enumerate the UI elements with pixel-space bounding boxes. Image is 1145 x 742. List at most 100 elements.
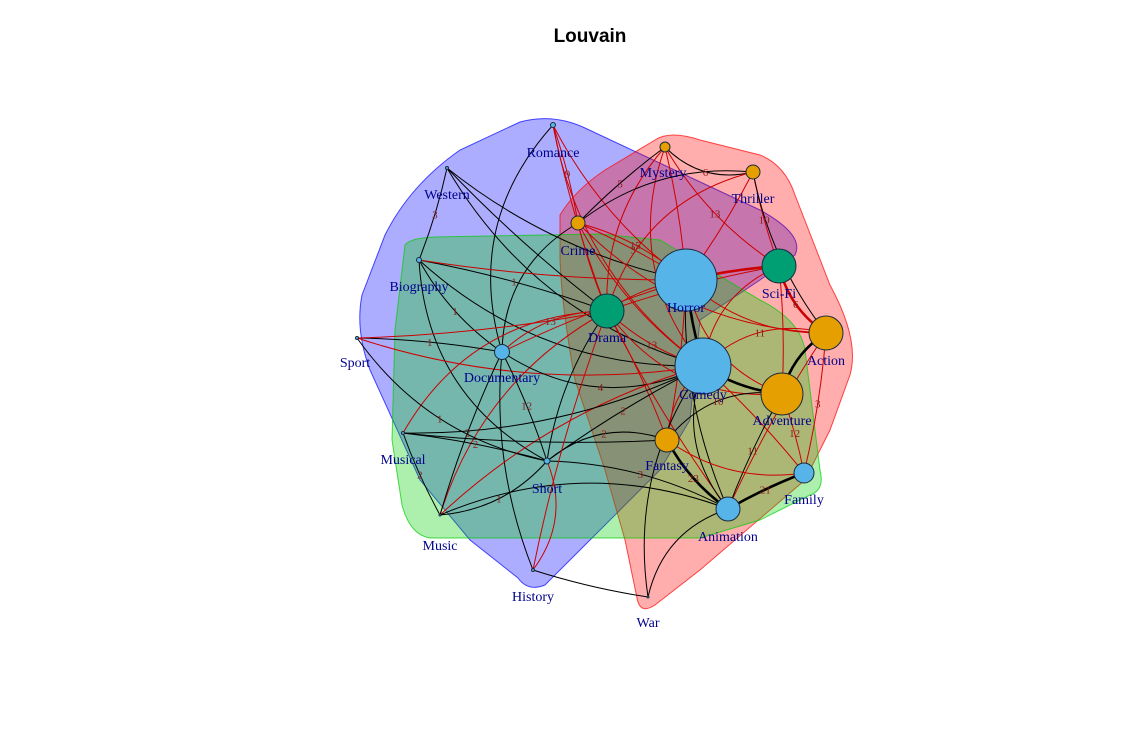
node-label-animation: Animation (698, 530, 758, 545)
edge-weight-label: 2 (620, 405, 626, 417)
edge-history-short (532, 460, 557, 571)
edge-weight-label: 13 (646, 339, 658, 351)
edge-animation-music (439, 482, 729, 516)
edge-biography-documentary (418, 259, 503, 353)
node-documentary (494, 344, 510, 360)
edge-weight-label: 4 (598, 382, 604, 394)
edge-romance-documentary (490, 124, 554, 353)
edge-biography-short (418, 259, 548, 462)
edge-weight-label: 3 (815, 398, 821, 410)
node-music (438, 513, 442, 517)
edge-weight-label: 5 (617, 178, 623, 190)
edge-history-war (532, 569, 649, 598)
edge-weight-label: 2 (601, 429, 607, 441)
node-crime (570, 215, 586, 231)
node-adventure (760, 372, 804, 416)
edge-action-animation (727, 332, 827, 510)
node-romance (550, 122, 556, 128)
node-label-history: History (512, 590, 554, 605)
edge-weight-label: 1 (452, 306, 458, 318)
edge-drama-music (439, 310, 608, 516)
edge-weight-label: 6 (793, 299, 799, 311)
edge-weight-label: 1 (427, 337, 433, 349)
edge-biography-drama (418, 259, 608, 312)
edge-weight-label: 13 (709, 208, 721, 220)
node-label-family: Family (784, 493, 824, 508)
edge-biography-horror (418, 259, 687, 281)
node-action (808, 315, 844, 351)
node-label-western: Western (424, 188, 470, 203)
edge-drama-musical (402, 310, 608, 434)
edge-western-comedy (446, 167, 704, 367)
edge-fantasy-musical (402, 432, 668, 443)
node-label-action: Action (807, 354, 845, 369)
edge-sport-short (356, 337, 548, 462)
node-drama (589, 293, 625, 329)
node-musical (401, 431, 405, 435)
node-label-drama: Drama (588, 331, 627, 346)
edge-musical-short (402, 432, 548, 462)
node-label-biography: Biography (389, 280, 448, 295)
node-label-adventure: Adventure (752, 414, 811, 429)
edge-weight-label: 15 (630, 240, 642, 252)
node-label-comedy: Comedy (679, 388, 726, 403)
edge-fantasy-family (666, 439, 805, 476)
node-thriller (745, 164, 761, 180)
node-label-musical: Musical (380, 453, 425, 468)
edge-mystery-crime (577, 146, 666, 224)
edge-weight-label: 2 (465, 427, 471, 439)
edge-music-short (439, 460, 548, 516)
edge-weight-label: 1 (437, 414, 443, 426)
edge-documentary-music (439, 351, 503, 516)
node-short (543, 457, 551, 465)
edge-animation-short (546, 460, 729, 510)
edge-sport-comedy (356, 337, 704, 376)
edge-mystery-drama (606, 146, 666, 312)
edge-crime-documentary (501, 222, 579, 353)
node-scifi (761, 248, 797, 284)
node-sport (355, 336, 359, 340)
edge-weight-label: 3 (630, 244, 636, 256)
node-animation (715, 496, 741, 522)
node-fantasy (654, 427, 680, 453)
edge-weight-label: 21 (760, 484, 771, 496)
edge-western-horror (446, 167, 687, 281)
edge-weight-label: 23 (688, 473, 700, 485)
node-label-romance: Romance (527, 146, 580, 161)
edge-thriller-drama (606, 171, 754, 312)
node-label-sport: Sport (340, 356, 370, 371)
edge-weight-label: 10 (713, 396, 725, 408)
edge-documentary-short (501, 351, 548, 462)
node-mystery (659, 141, 671, 153)
edge-romance-comedy (552, 124, 704, 367)
node-label-short: Short (532, 482, 562, 497)
edge-weight-label: 1 (511, 277, 517, 289)
node-history (531, 568, 535, 572)
node-label-fantasy: Fantasy (645, 459, 689, 474)
edge-weight-label: 2 (473, 439, 479, 451)
node-label-crime: Crime (561, 244, 596, 259)
edge-sport-documentary (356, 337, 503, 353)
edge-weight-label: 2 (417, 470, 423, 482)
edge-musical-comedy (402, 365, 704, 434)
edge-weight-label: 9 (565, 169, 571, 181)
edge-weight-label: 11 (747, 445, 758, 457)
node-labels: Romance Western Mystery Thriller Crime Biogra… (340, 146, 845, 631)
community-hull-green (391, 233, 822, 539)
community-hull-blue (359, 118, 798, 588)
chart-title: Louvain (553, 26, 627, 47)
node-horror (654, 248, 718, 312)
edge-musical-music (402, 432, 441, 516)
edge-weight-label: 1 (496, 494, 502, 506)
edge-western-biography (418, 167, 448, 261)
node-label-documentary: Documentary (464, 371, 540, 386)
edge-weight-label: 13 (545, 316, 557, 328)
edge-comedy-war (643, 365, 704, 598)
edge-western-drama (446, 167, 608, 312)
edge-weight-label: 10 (759, 215, 771, 227)
edge-weight-label: 12 (789, 428, 800, 440)
edge-romance-crime (552, 124, 579, 224)
edge-weight-label: 3 (432, 210, 438, 222)
node-biography (416, 257, 422, 263)
